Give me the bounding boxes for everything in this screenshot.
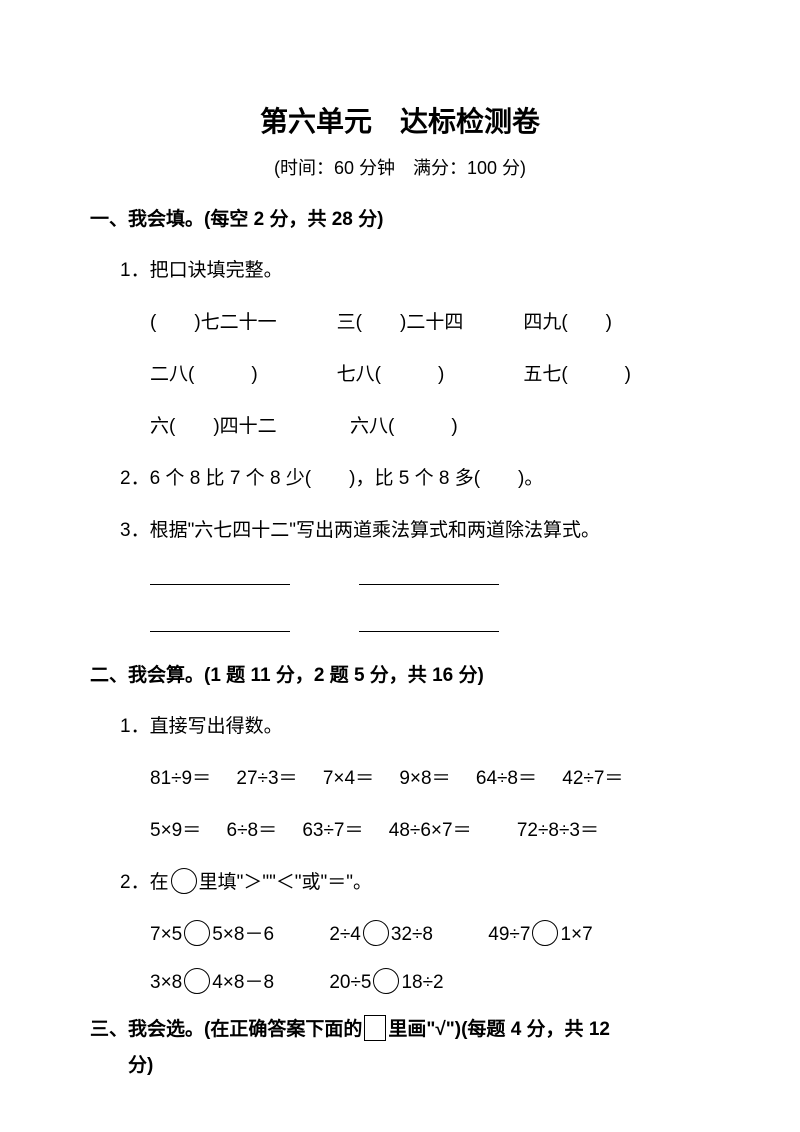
calc-item: 63÷7＝ (302, 812, 363, 850)
section3-header-cont: 分) (90, 1048, 710, 1084)
calc-item: 72÷8÷3＝ (517, 812, 599, 850)
compare-item: 20÷5 18÷2 (329, 964, 443, 1002)
s2q2-label-post: 里填"＞""＜"或"＝"。 (199, 872, 372, 893)
section3-pre: 三、我会选。(在正确答案下面的 (90, 1019, 362, 1040)
square-icon (364, 1015, 386, 1041)
fill-item: 六( )四十二 (150, 408, 350, 446)
fill-item: 六八( ) (350, 408, 550, 446)
fill-item: 五七( ) (523, 356, 710, 394)
s2q1-row2: 5×9＝ 6÷8＝ 63÷7＝ 48÷6×7＝ 72÷8÷3＝ (90, 812, 710, 850)
compare-right: 32÷8 (391, 924, 433, 945)
compare-item: 49÷7 1×7 (488, 916, 592, 954)
q3-text: 3．根据"六七四十二"写出两道乘法算式和两道除法算式。 (90, 512, 710, 550)
compare-right: 1×7 (560, 924, 592, 945)
compare-left: 7×5 (150, 924, 182, 945)
section3-post: 里画"√")(每题 4 分，共 12 (388, 1019, 610, 1040)
circle-icon (171, 868, 197, 894)
calc-item: 5×9＝ (150, 812, 201, 850)
s2q2-label: 2．在 里填"＞""＜"或"＝"。 (90, 864, 710, 902)
q1-row1: ( )七二十一 三( )二十四 四九( ) (90, 304, 710, 342)
compare-left: 2÷4 (329, 924, 361, 945)
compare-right: 4×8－8 (212, 972, 274, 993)
fill-item: ( )七二十一 (150, 304, 337, 342)
s2q2-label-pre: 2．在 (120, 872, 169, 893)
circle-icon (363, 920, 389, 946)
section1-header: 一、我会填。(每空 2 分，共 28 分) (90, 202, 710, 238)
circle-icon (532, 920, 558, 946)
s2q2-row1: 7×5 5×8－6 2÷4 32÷8 49÷7 1×7 (90, 916, 710, 954)
compare-left: 20÷5 (329, 972, 371, 993)
calc-item: 9×8＝ (399, 760, 450, 798)
fill-item: 二八( ) (150, 356, 337, 394)
compare-left: 49÷7 (488, 924, 530, 945)
calc-item: 7×4＝ (323, 760, 374, 798)
calc-item: 6÷8＝ (227, 812, 278, 850)
compare-item: 3×8 4×8－8 (150, 964, 274, 1002)
compare-right: 5×8－6 (212, 924, 274, 945)
compare-item: 2÷4 32÷8 (329, 916, 433, 954)
q3-blanks-row2 (90, 611, 710, 644)
blank-line (359, 611, 499, 632)
blank-line (359, 564, 499, 585)
q1-label: 1．把口诀填完整。 (90, 252, 710, 290)
q3-blanks-row1 (90, 564, 710, 597)
circle-icon (184, 968, 210, 994)
calc-item: 81÷9＝ (150, 760, 211, 798)
page-title: 第六单元 达标检测卷 (90, 100, 710, 140)
q1-row3: 六( )四十二 六八( ) (90, 408, 710, 446)
compare-right: 18÷2 (401, 972, 443, 993)
blank-line (150, 564, 290, 585)
q2-text: 2．6 个 8 比 7 个 8 少( )，比 5 个 8 多( )。 (90, 460, 710, 498)
circle-icon (373, 968, 399, 994)
page-subtitle: (时间：60 分钟 满分：100 分) (90, 154, 710, 180)
s2q2-row2: 3×8 4×8－8 20÷5 18÷2 (90, 964, 710, 1002)
calc-item: 27÷3＝ (236, 760, 297, 798)
s2q1-row1: 81÷9＝ 27÷3＝ 7×4＝ 9×8＝ 64÷8＝ 42÷7＝ (90, 760, 710, 798)
section3-header: 三、我会选。(在正确答案下面的 里画"√")(每题 4 分，共 12 (90, 1012, 710, 1048)
calc-item: 42÷7＝ (562, 760, 623, 798)
circle-icon (184, 920, 210, 946)
fill-item: 七八( ) (337, 356, 524, 394)
calc-item: 64÷8＝ (476, 760, 537, 798)
compare-left: 3×8 (150, 972, 182, 993)
fill-item: 三( )二十四 (337, 304, 524, 342)
blank-line (150, 611, 290, 632)
fill-item: 四九( ) (523, 304, 710, 342)
section2-header: 二、我会算。(1 题 11 分，2 题 5 分，共 16 分) (90, 658, 710, 694)
s2q1-label: 1．直接写出得数。 (90, 708, 710, 746)
q1-row2: 二八( ) 七八( ) 五七( ) (90, 356, 710, 394)
calc-item: 48÷6×7＝ (389, 812, 472, 850)
compare-item: 7×5 5×8－6 (150, 916, 274, 954)
